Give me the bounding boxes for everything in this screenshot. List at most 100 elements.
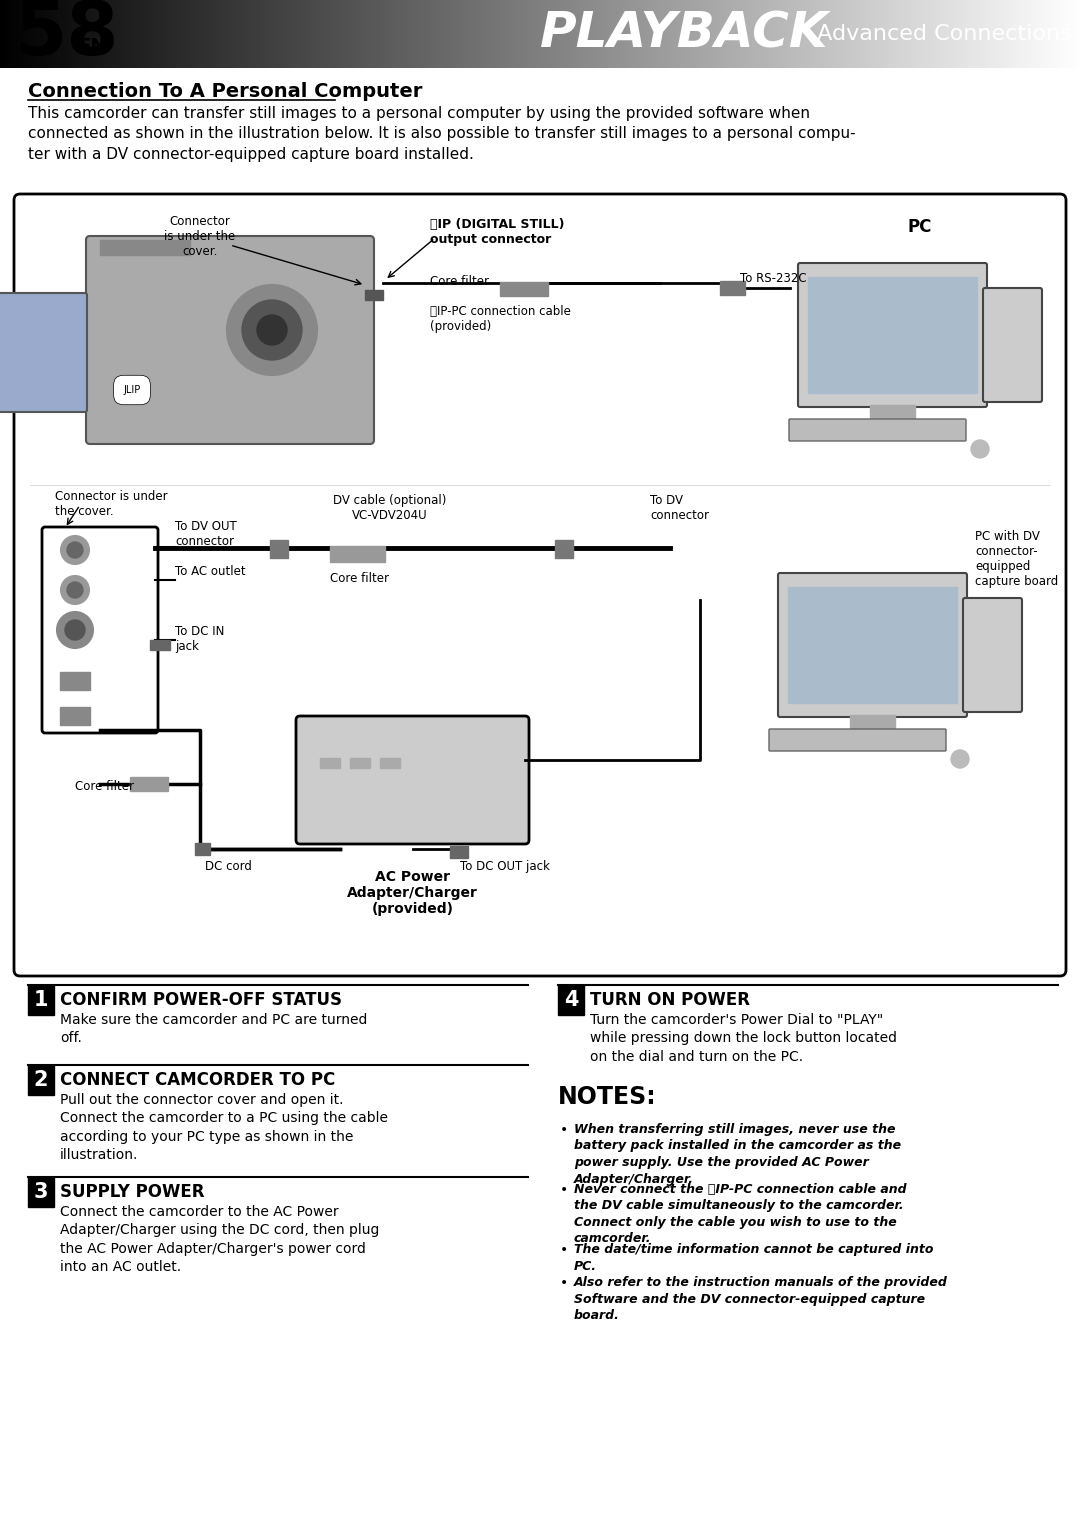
FancyBboxPatch shape xyxy=(798,264,987,406)
Text: Turn the camcorder's Power Dial to "PLAY"
while pressing down the lock button lo: Turn the camcorder's Power Dial to "PLAY… xyxy=(590,1013,897,1064)
Bar xyxy=(0,0,4,67)
Text: This camcorder can transfer still images to a personal computer by using the pro: This camcorder can transfer still images… xyxy=(28,106,855,162)
Bar xyxy=(330,546,384,563)
Bar xyxy=(119,0,123,67)
Bar xyxy=(486,0,490,67)
Text: Connector
is under the
cover.: Connector is under the cover. xyxy=(164,215,235,258)
Bar xyxy=(684,0,688,67)
Bar xyxy=(76,0,80,67)
Bar xyxy=(608,0,612,67)
Bar xyxy=(62,0,65,67)
FancyBboxPatch shape xyxy=(296,716,529,845)
Bar xyxy=(713,0,717,67)
Bar xyxy=(753,0,756,67)
Bar xyxy=(116,0,119,67)
Bar xyxy=(288,0,292,67)
Bar xyxy=(532,0,537,67)
Text: DC cord: DC cord xyxy=(205,860,252,872)
FancyBboxPatch shape xyxy=(983,288,1042,402)
Bar xyxy=(259,0,264,67)
Bar xyxy=(60,671,90,690)
Bar xyxy=(1015,0,1020,67)
Bar xyxy=(594,0,598,67)
FancyBboxPatch shape xyxy=(86,236,374,445)
Bar xyxy=(327,0,332,67)
Bar xyxy=(972,0,976,67)
Bar xyxy=(872,0,875,67)
Bar xyxy=(875,0,879,67)
Circle shape xyxy=(227,285,318,376)
Bar xyxy=(724,0,728,67)
Bar xyxy=(245,0,248,67)
Bar xyxy=(57,0,62,67)
Bar xyxy=(662,0,666,67)
Text: Never connect the 丼IP-PC connection cable and
the DV cable simultaneously to the: Never connect the 丼IP-PC connection cabl… xyxy=(573,1183,906,1245)
Bar xyxy=(392,0,396,67)
Circle shape xyxy=(60,576,89,604)
Text: 2: 2 xyxy=(33,1070,49,1090)
Bar xyxy=(367,0,372,67)
Text: To AC outlet: To AC outlet xyxy=(175,566,245,578)
Text: DV cable (optional)
VC-VDV204U: DV cable (optional) VC-VDV204U xyxy=(334,494,447,523)
Bar xyxy=(281,0,285,67)
Text: PC: PC xyxy=(908,218,932,236)
Bar xyxy=(850,714,895,734)
Bar xyxy=(915,0,918,67)
Bar xyxy=(1051,0,1055,67)
Bar xyxy=(320,757,340,768)
FancyBboxPatch shape xyxy=(769,730,946,751)
Bar xyxy=(284,0,288,67)
Bar xyxy=(770,0,774,67)
Bar xyxy=(983,0,987,67)
Bar xyxy=(389,0,393,67)
Bar xyxy=(526,0,529,67)
Bar xyxy=(947,0,950,67)
Bar xyxy=(454,0,458,67)
Bar xyxy=(248,0,253,67)
Bar xyxy=(839,0,842,67)
Bar xyxy=(807,0,810,67)
Bar xyxy=(764,0,767,67)
Bar xyxy=(187,0,191,67)
Bar xyxy=(205,0,210,67)
Bar xyxy=(630,0,634,67)
Bar xyxy=(889,0,893,67)
Bar xyxy=(810,0,814,67)
Bar xyxy=(130,0,134,67)
Bar xyxy=(381,0,386,67)
Bar xyxy=(299,0,302,67)
Bar xyxy=(100,241,190,254)
Bar xyxy=(122,0,126,67)
Bar xyxy=(997,0,1001,67)
Bar xyxy=(900,0,904,67)
Bar xyxy=(151,0,156,67)
Bar xyxy=(400,0,404,67)
Text: 4: 4 xyxy=(564,990,578,1010)
Bar xyxy=(1048,0,1052,67)
Bar xyxy=(850,0,853,67)
Text: To DV
connector: To DV connector xyxy=(650,494,708,523)
Bar xyxy=(954,0,958,67)
Bar xyxy=(414,0,418,67)
Bar xyxy=(591,0,594,67)
Text: Core filter: Core filter xyxy=(330,572,389,586)
Bar xyxy=(994,0,998,67)
Bar xyxy=(148,0,151,67)
Bar xyxy=(562,0,566,67)
Bar xyxy=(11,0,15,67)
Bar xyxy=(184,0,188,67)
Text: CONNECT CAMCORDER TO PC: CONNECT CAMCORDER TO PC xyxy=(60,1072,335,1088)
Bar xyxy=(831,731,915,740)
Bar xyxy=(1018,0,1023,67)
Bar xyxy=(180,0,184,67)
Bar xyxy=(234,0,238,67)
Bar xyxy=(443,0,447,67)
Bar xyxy=(338,0,342,67)
Bar xyxy=(1037,0,1041,67)
Bar xyxy=(65,0,69,67)
Bar xyxy=(529,0,534,67)
Bar xyxy=(83,0,86,67)
Bar xyxy=(270,0,274,67)
Bar xyxy=(375,0,378,67)
Bar xyxy=(144,0,148,67)
